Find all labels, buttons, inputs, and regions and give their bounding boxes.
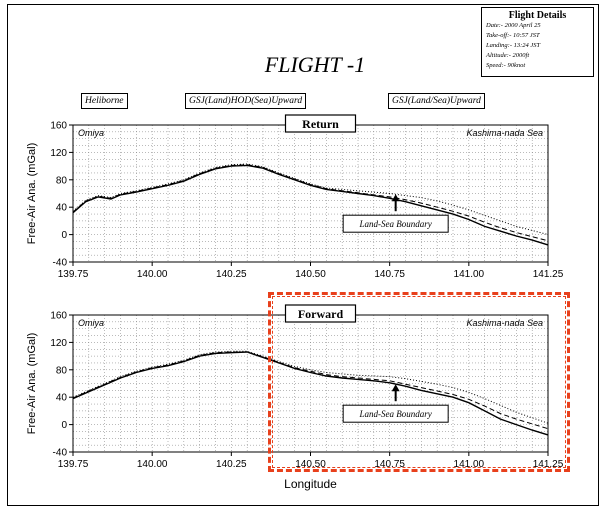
x-tick-label: 141.25 [533, 269, 564, 280]
legend-label-gsj-hod: GSJ(Land)HOD(Sea)Upward [185, 93, 307, 109]
annotation-left: Omiya [78, 128, 104, 138]
x-tick-label: 139.75 [58, 269, 89, 280]
x-tick-label: 140.50 [295, 269, 326, 280]
y-tick-label: 80 [56, 365, 68, 376]
panel-title-box [284, 304, 357, 323]
series-line-dashed [72, 164, 549, 242]
figure-frame [7, 4, 599, 506]
flight-details-altitude: Altitude:- 2000ft [486, 52, 530, 59]
series-line-solid [72, 164, 549, 246]
panel-title-box [284, 114, 357, 133]
y-tick-label: -40 [53, 448, 68, 459]
series-line-dotted [72, 163, 549, 236]
annotation-right: Kashima-nada Sea [466, 128, 543, 138]
series-line-dashed [72, 351, 549, 430]
y-tick-label: 0 [61, 230, 67, 241]
panel-title: Return [302, 117, 339, 131]
legend-label-gsj-upward: GSJ(Land/Sea)Upward [388, 93, 485, 109]
highlight-region-inner [272, 296, 566, 468]
chart-panel-forward: 139.75 140.00 140.25 140.50 140.75 141.00 141.… [26, 304, 564, 491]
boundary-arrow-head [391, 384, 400, 392]
legend-label-heliborne: Heliborne [81, 93, 128, 109]
annotation-left: Omiya [78, 318, 104, 328]
y-tick-label: 80 [56, 175, 68, 186]
x-tick-label: 140.75 [374, 269, 405, 280]
y-tick-label: 0 [61, 420, 67, 431]
x-tick-label: 139.75 [58, 459, 89, 470]
flight-details-date: Date:- 2000 April 25 [486, 22, 541, 29]
y-axis-label: Free-Air Ana. (mGal) [26, 143, 38, 244]
chart-panel-return: 139.75 140.00 140.25 140.50 140.75 141.00 141.… [26, 114, 564, 280]
highlight-region [268, 292, 570, 472]
flight-details-landing: Landing:- 13:24 JST [486, 42, 541, 49]
x-tick-label: 141.25 [533, 459, 564, 470]
x-tick-label: 141.00 [454, 269, 485, 280]
boundary-label: Land-Sea Boundary [359, 409, 432, 419]
series-line-dotted [72, 350, 549, 424]
x-tick-label: 141.00 [454, 459, 485, 470]
flight-details-speed: Speed:- 90knot [486, 62, 526, 69]
series-line-solid [72, 351, 549, 436]
x-tick-label: 140.50 [295, 459, 326, 470]
figure-title: FLIGHT -1 [264, 52, 366, 77]
panel-title: Forward [298, 307, 344, 321]
y-tick-label: -40 [53, 258, 68, 269]
y-tick-label: 160 [50, 311, 67, 322]
annotation-right: Kashima-nada Sea [466, 318, 543, 328]
x-axis-label: Longitude [284, 477, 337, 491]
x-tick-label: 140.25 [216, 459, 247, 470]
x-tick-label: 140.75 [374, 459, 405, 470]
x-tick-label: 140.00 [137, 269, 168, 280]
boundary-label-box [342, 404, 449, 423]
x-tick-label: 140.00 [137, 459, 168, 470]
y-tick-label: 40 [56, 393, 68, 404]
flight-details-takeoff: Take-off:- 10:57 JST [486, 32, 540, 39]
y-tick-label: 120 [50, 338, 67, 349]
y-tick-label: 160 [50, 121, 67, 132]
boundary-label: Land-Sea Boundary [359, 219, 432, 229]
flight-details-heading: Flight Details [508, 10, 567, 21]
y-tick-label: 40 [56, 203, 68, 214]
boundary-label-box [342, 214, 449, 233]
y-tick-label: 120 [50, 148, 67, 159]
x-tick-label: 140.25 [216, 269, 247, 280]
y-axis-label: Free-Air Ana. (mGal) [26, 333, 38, 434]
boundary-arrow-head [391, 194, 400, 202]
flight-details-box: Flight Details Date:- 2000 April 25 Take… [481, 7, 594, 77]
